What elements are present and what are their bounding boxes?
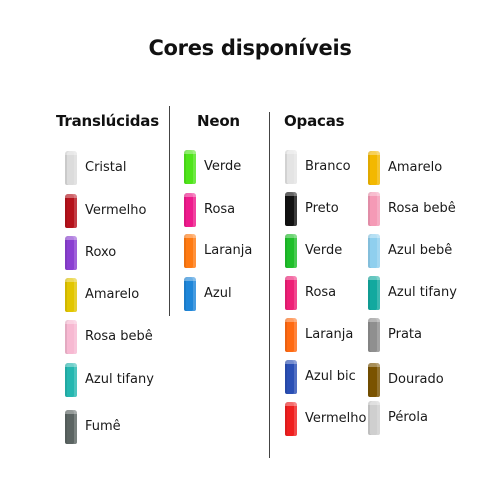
cup-icon bbox=[285, 360, 297, 394]
color-label: Rosa bbox=[305, 285, 337, 300]
cup-icon bbox=[184, 150, 196, 184]
color-label: Branco bbox=[305, 159, 351, 174]
color-label: Amarelo bbox=[85, 287, 140, 302]
cup-icon bbox=[285, 276, 297, 310]
color-label: Azul tifany bbox=[85, 372, 154, 387]
cup-icon bbox=[285, 192, 297, 226]
color-label: Verde bbox=[305, 243, 343, 258]
color-label: Rosa bebê bbox=[85, 329, 153, 344]
heading-opacas: Opacas bbox=[284, 112, 345, 130]
color-label: Preto bbox=[305, 201, 339, 216]
color-label: Rosa bebê bbox=[388, 201, 456, 216]
color-label: Laranja bbox=[204, 243, 253, 258]
cup-icon bbox=[65, 410, 77, 444]
color-label: Laranja bbox=[305, 327, 354, 342]
cup-icon bbox=[65, 194, 77, 228]
cup-icon bbox=[368, 318, 380, 352]
cup-icon bbox=[285, 318, 297, 352]
cup-icon bbox=[65, 151, 77, 185]
page-title: Cores disponíveis bbox=[148, 36, 352, 60]
cup-icon bbox=[368, 276, 380, 310]
divider-left bbox=[169, 106, 170, 316]
cup-icon bbox=[184, 234, 196, 268]
heading-translucidas: Translúcidas bbox=[56, 112, 159, 130]
color-label: Pérola bbox=[388, 410, 428, 425]
color-label: Azul bic bbox=[305, 369, 356, 384]
color-label: Cristal bbox=[85, 160, 127, 175]
color-label: Dourado bbox=[388, 372, 444, 387]
cup-icon bbox=[65, 320, 77, 354]
cup-icon bbox=[285, 234, 297, 268]
color-label: Fumê bbox=[85, 419, 121, 434]
color-label: Roxo bbox=[85, 245, 117, 260]
cup-icon bbox=[368, 192, 380, 226]
cup-icon bbox=[65, 236, 77, 270]
color-label: Vermelho bbox=[85, 203, 147, 218]
cup-icon bbox=[368, 363, 380, 397]
cup-icon bbox=[285, 150, 297, 184]
cup-icon bbox=[368, 401, 380, 435]
cup-icon bbox=[184, 277, 196, 311]
divider-right bbox=[269, 112, 270, 458]
color-label: Verde bbox=[204, 159, 242, 174]
color-label: Vermelho bbox=[305, 411, 367, 426]
heading-neon: Neon bbox=[197, 112, 240, 130]
cup-icon bbox=[285, 402, 297, 436]
cup-icon bbox=[65, 278, 77, 312]
cup-icon bbox=[65, 363, 77, 397]
cup-icon bbox=[368, 151, 380, 185]
color-label: Prata bbox=[388, 327, 422, 342]
color-label: Azul bbox=[204, 286, 232, 301]
color-label: Amarelo bbox=[388, 160, 443, 175]
cup-icon bbox=[184, 193, 196, 227]
color-label: Azul tifany bbox=[388, 285, 457, 300]
cup-icon bbox=[368, 234, 380, 268]
color-label: Azul bebê bbox=[388, 243, 453, 258]
color-label: Rosa bbox=[204, 202, 236, 217]
